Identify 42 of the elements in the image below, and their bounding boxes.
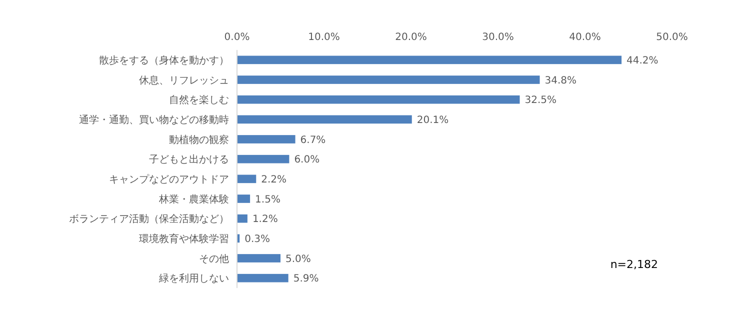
x-tick-label: 20.0% [395,32,427,43]
data-label: 0.3% [244,234,270,245]
annotation: n=2,182 [610,258,658,271]
y-tick-label: 通学・通勤、買い物などの移動時 [79,114,229,126]
y-tick-label: 休息、リフレッシュ [139,74,229,86]
x-tick-label: 30.0% [482,32,514,43]
data-label: 5.0% [286,254,311,265]
y-tick-label: 自然を楽しむ [169,94,229,106]
data-label: 34.8% [544,75,577,86]
data-label: 6.7% [300,134,326,146]
bar [237,135,296,144]
x-tick-label: 0.0% [224,32,250,43]
bar [237,95,520,104]
y-tick-label: キャンプなどのアウトドア [109,173,229,186]
bar [237,76,540,84]
bar [237,174,256,184]
bar [237,274,288,282]
bar [237,115,412,124]
data-label: 1.2% [252,214,278,226]
bar [237,154,290,164]
data-label: 5.9% [293,274,319,285]
y-tick-label: 林業・農業体験 [158,193,229,206]
bar [237,56,622,64]
x-tick-label: 50.0% [656,32,688,43]
bar [237,194,250,203]
data-label: 1.5% [255,194,280,206]
y-tick-label: 散歩をする（身体を動かす） [99,54,229,66]
data-label: 2.2% [261,174,287,186]
y-tick-label: ボランティア活動（保全活動など） [69,213,229,226]
y-tick-label: 環境教育や体験学習 [139,232,229,245]
data-label: 20.1% [416,114,449,126]
y-tick-label: 子どもと出かける [149,154,229,166]
data-label: 44.2% [626,55,658,66]
bar [237,254,280,262]
y-tick-label: その他 [199,252,229,265]
x-tick-label: 40.0% [569,32,601,43]
bar [237,214,248,223]
data-label: 6.0% [294,154,320,166]
x-tick-label: 10.0% [308,32,340,43]
y-tick-label: 緑を利用しない [158,272,229,285]
data-label: 32.5% [524,95,557,106]
y-tick-label: 動植物の観察 [169,134,229,146]
